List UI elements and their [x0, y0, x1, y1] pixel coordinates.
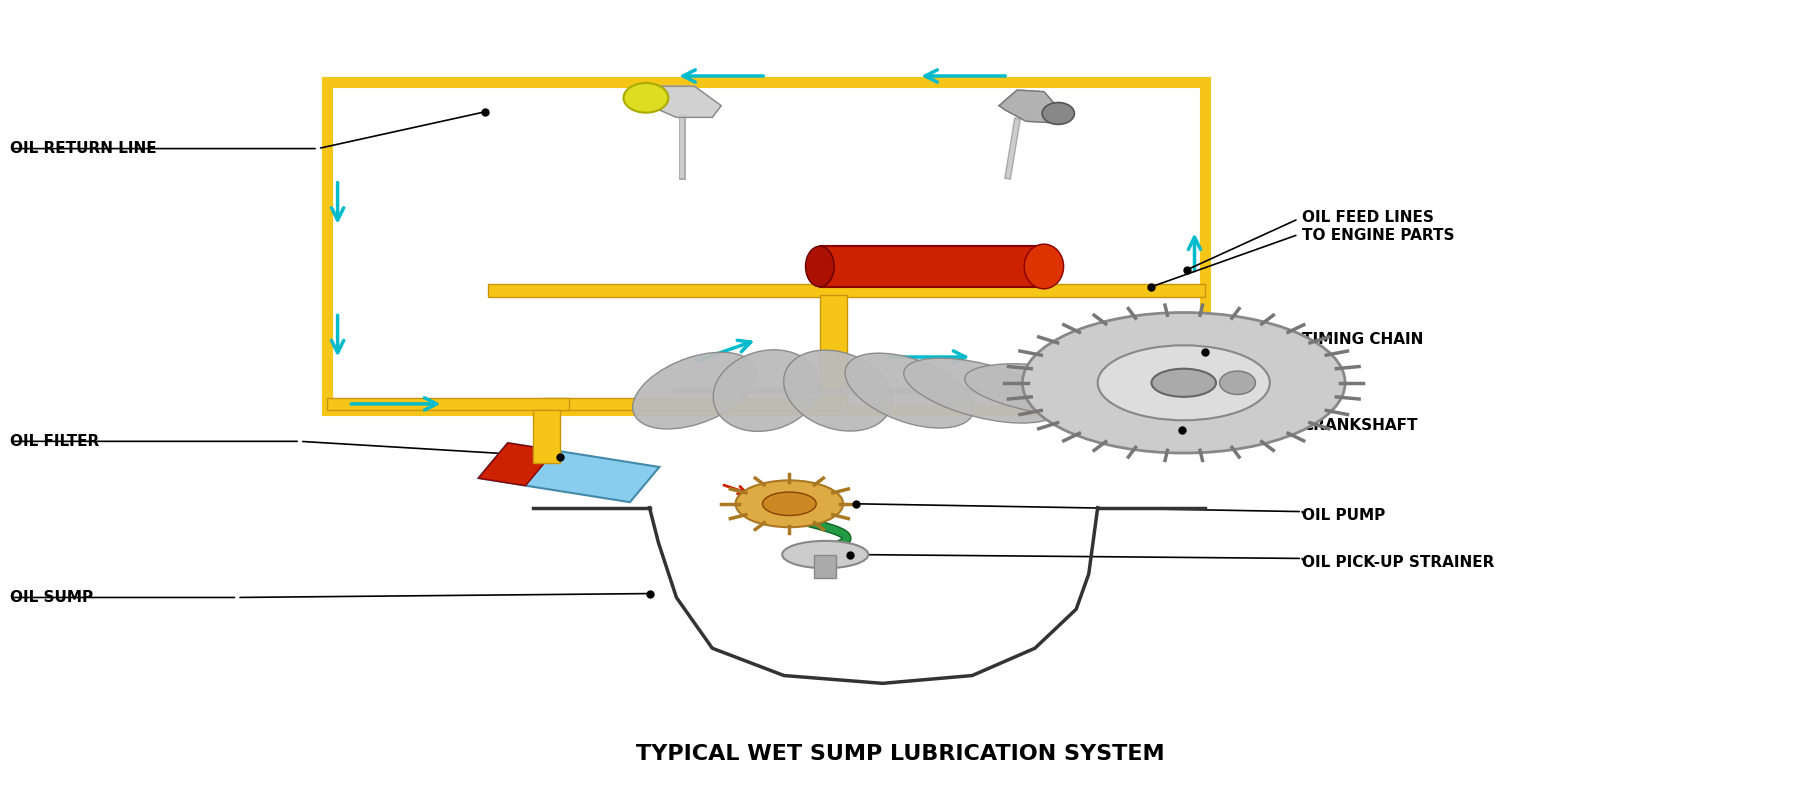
Ellipse shape	[805, 246, 834, 286]
Bar	[819, 246, 1045, 286]
Text: OIL RETURN LINE: OIL RETURN LINE	[9, 141, 157, 156]
Circle shape	[1097, 346, 1270, 421]
Text: OIL PUMP: OIL PUMP	[1302, 508, 1385, 523]
Ellipse shape	[783, 350, 891, 431]
Ellipse shape	[845, 353, 974, 428]
Bar	[542, 398, 846, 410]
Ellipse shape	[713, 350, 819, 432]
Ellipse shape	[782, 541, 868, 568]
Polygon shape	[1000, 90, 1063, 123]
Ellipse shape	[965, 364, 1142, 417]
Ellipse shape	[1219, 371, 1255, 394]
Circle shape	[1023, 312, 1345, 453]
Bar	[488, 284, 1205, 297]
Text: OIL FEED LINES
TO ENGINE PARTS: OIL FEED LINES TO ENGINE PARTS	[1302, 210, 1455, 244]
Circle shape	[735, 481, 843, 527]
Bar	[533, 410, 560, 463]
Bar	[819, 294, 846, 410]
Text: OIL FILTER: OIL FILTER	[9, 434, 99, 449]
Polygon shape	[479, 443, 555, 486]
Polygon shape	[479, 443, 659, 502]
Circle shape	[1151, 368, 1216, 397]
Ellipse shape	[1025, 244, 1064, 289]
Circle shape	[762, 492, 816, 515]
Text: CRANKSHAFT: CRANKSHAFT	[1302, 418, 1417, 433]
Bar	[814, 555, 836, 578]
Text: TYPICAL WET SUMP LUBRICATION SYSTEM: TYPICAL WET SUMP LUBRICATION SYSTEM	[636, 743, 1165, 764]
Ellipse shape	[1043, 103, 1075, 125]
Ellipse shape	[632, 352, 756, 429]
Text: TIMING CHAIN: TIMING CHAIN	[1302, 332, 1423, 347]
Ellipse shape	[904, 358, 1059, 423]
Ellipse shape	[623, 83, 668, 113]
Polygon shape	[641, 86, 720, 118]
Bar	[326, 398, 569, 410]
Text: OIL SUMP: OIL SUMP	[9, 590, 92, 605]
Text: OIL PICK-UP STRAINER: OIL PICK-UP STRAINER	[1302, 555, 1495, 570]
